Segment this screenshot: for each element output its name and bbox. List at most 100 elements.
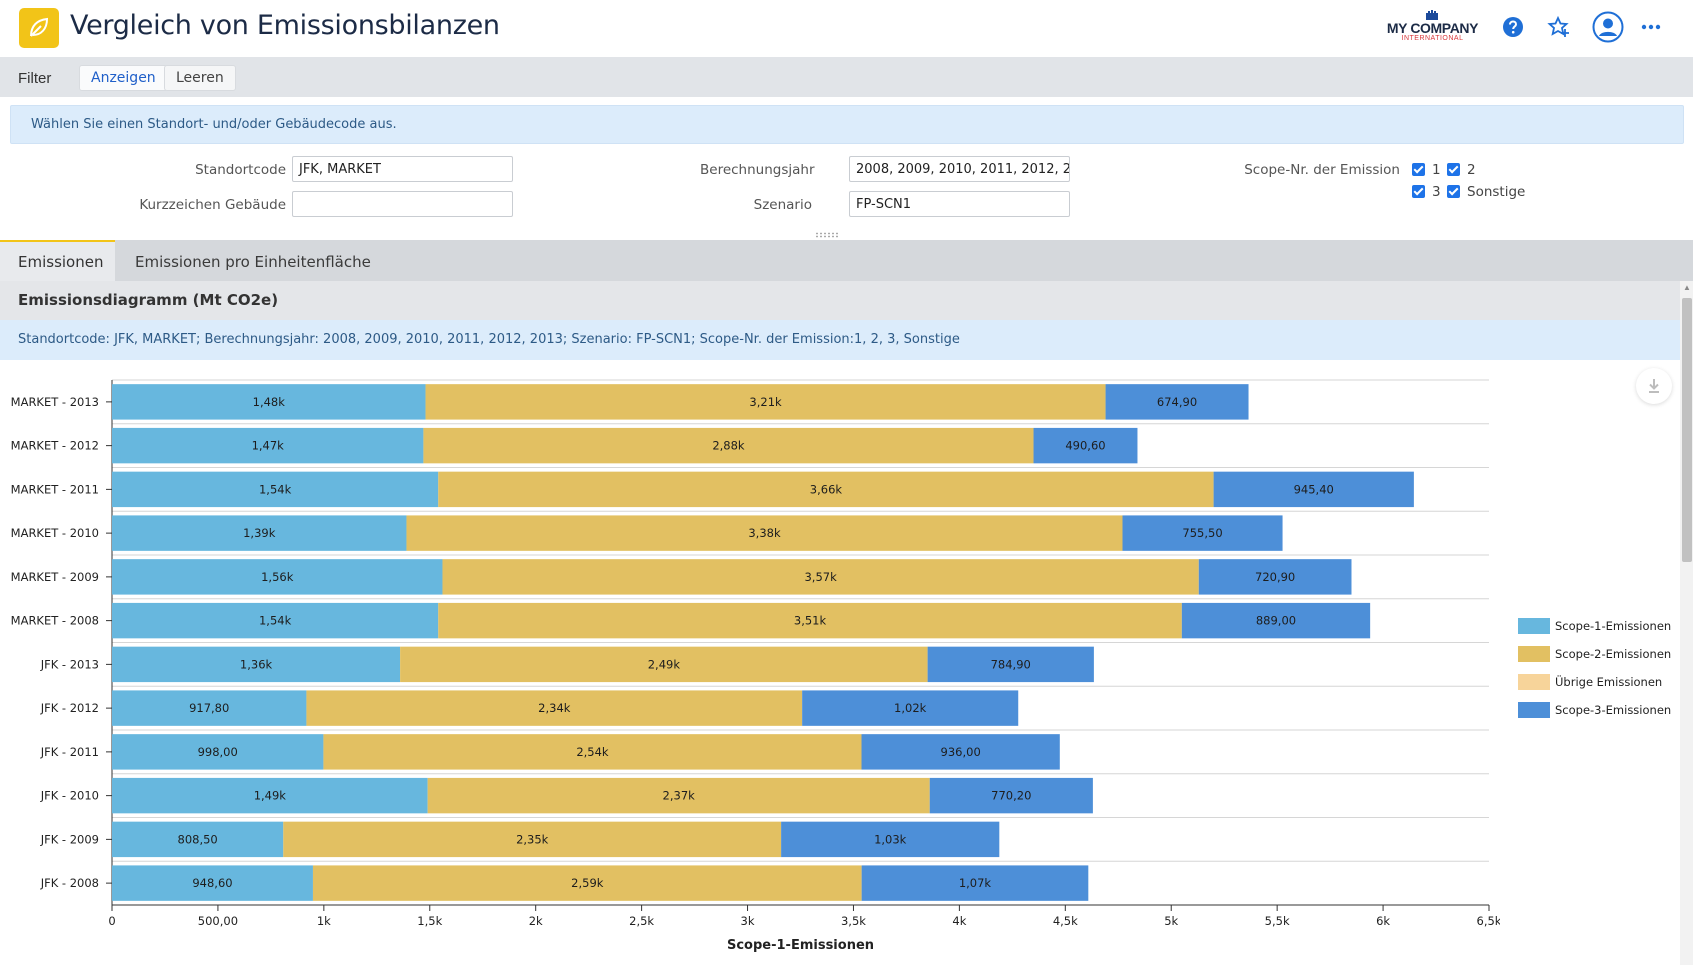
- bar-segment: [112, 777, 428, 814]
- legend-item-scope1[interactable]: Scope-1-Emissionen: [1518, 612, 1671, 640]
- chart-legend: Scope-1-Emissionen Scope-2-Emissionen Üb…: [1518, 612, 1671, 724]
- show-button[interactable]: Anzeigen: [79, 65, 168, 91]
- scope-3-label: 3: [1432, 184, 1441, 200]
- y-tick-label: JFK - 2008: [40, 876, 99, 890]
- app-header: Vergleich von Emissionsbilanzen MY COMPA…: [0, 0, 1693, 56]
- scope-label: Scope-Nr. der Emission: [1244, 162, 1400, 178]
- more-options-icon[interactable]: [1636, 12, 1666, 42]
- filter-summary: Standortcode: JFK, MARKET; Berechnungsja…: [0, 320, 1680, 360]
- bar-segment: [438, 471, 1214, 508]
- legend-label-scope2: Scope-2-Emissionen: [1555, 647, 1672, 661]
- bar-data-label: 755,50: [1182, 526, 1222, 540]
- leaf-logo-icon: [19, 8, 59, 48]
- y-tick-label: MARKET - 2012: [11, 439, 99, 453]
- company-sub: INTERNATIONAL: [1401, 35, 1464, 42]
- user-avatar-icon[interactable]: [1591, 10, 1625, 44]
- building-code-input[interactable]: [292, 191, 513, 217]
- bar-data-label: 3,21k: [749, 395, 782, 409]
- x-tick-label: 2,5k: [629, 914, 654, 928]
- x-tick-label: 4,5k: [1053, 914, 1078, 928]
- bar-segment: [112, 559, 443, 595]
- legend-item-other[interactable]: Übrige Emissionen: [1518, 668, 1671, 696]
- bar-segment: [112, 646, 401, 683]
- bar-data-label: 3,51k: [794, 614, 827, 628]
- scope-1-label: 1: [1432, 162, 1441, 178]
- bar-segment: [1213, 471, 1414, 508]
- tab-emissions-per-area[interactable]: Emissionen pro Einheitenfläche: [135, 253, 371, 271]
- bar-data-label: 1,47k: [252, 439, 285, 453]
- bar-data-label: 1,03k: [874, 832, 907, 846]
- bar-data-label: 1,39k: [243, 526, 276, 540]
- filter-notice: Wählen Sie einen Standort- und/oder Gebä…: [10, 105, 1684, 144]
- legend-swatch-other: [1518, 674, 1550, 690]
- legend-item-scope2[interactable]: Scope-2-Emissionen: [1518, 640, 1671, 668]
- emissions-chart: 0 500,00 1k 1,5k 2k 2,5k 3k 3,5k 4k 4,5k 5k 5,5k 6k 6…: [11, 379, 1500, 953]
- y-tick-label: JFK - 2009: [40, 832, 99, 846]
- legend-item-scope3[interactable]: Scope-3-Emissionen: [1518, 696, 1671, 724]
- x-tick-label: 6,5k: [1477, 914, 1500, 928]
- bar-data-label: 1,02k: [894, 701, 927, 715]
- bar-segment: [312, 865, 862, 901]
- help-icon[interactable]: [1498, 12, 1528, 42]
- x-tick-label: 5k: [1164, 914, 1178, 928]
- bar-segment: [1033, 427, 1138, 464]
- bar-data-label: 2,49k: [648, 657, 681, 671]
- bar-data-label: 2,37k: [663, 789, 696, 803]
- scenario-input[interactable]: FP-SCN1: [849, 191, 1070, 217]
- bar-data-label: 2,59k: [571, 876, 604, 890]
- bar-data-label: 674,90: [1157, 395, 1197, 409]
- bar-data-label: 490,60: [1065, 439, 1105, 453]
- bar-segment: [1105, 384, 1249, 420]
- download-icon: [1649, 379, 1659, 393]
- resize-grip[interactable]: [815, 232, 839, 238]
- bar-segment: [438, 602, 1182, 639]
- x-axis-title: Scope-1-Emissionen: [727, 938, 874, 953]
- x-tick-label: 2k: [529, 914, 543, 928]
- bar-segment: [323, 734, 862, 770]
- scope-2-checkbox[interactable]: [1447, 163, 1460, 176]
- company-logo: MY COMPANY INTERNATIONAL: [1385, 10, 1480, 44]
- bar-data-label: 1,56k: [261, 570, 294, 584]
- scope-other-checkbox[interactable]: [1447, 185, 1460, 198]
- bar-data-label: 3,57k: [804, 570, 837, 584]
- bar-data-label: 1,54k: [259, 482, 292, 496]
- download-button[interactable]: [1636, 368, 1672, 404]
- bar-data-label: 2,34k: [538, 701, 571, 715]
- scope-3-checkbox[interactable]: [1412, 185, 1425, 198]
- filter-label: Filter: [18, 70, 52, 87]
- tab-emissions[interactable]: Emissionen: [0, 240, 115, 281]
- bar-segment: [406, 515, 1123, 551]
- y-tick-label: JFK - 2010: [40, 789, 99, 803]
- bar-data-label: 808,50: [178, 832, 218, 846]
- legend-swatch-scope1: [1518, 618, 1550, 634]
- bar-segment: [1122, 515, 1283, 551]
- bar-segment: [861, 734, 1060, 770]
- calc-year-input[interactable]: 2008, 2009, 2010, 2011, 2012, 2013: [849, 156, 1070, 182]
- favorite-add-icon[interactable]: [1544, 12, 1574, 42]
- bar-data-label: 3,66k: [810, 482, 843, 496]
- x-tick-label: 4k: [952, 914, 966, 928]
- bar-segment: [112, 821, 284, 858]
- bar-data-label: 998,00: [198, 745, 238, 759]
- x-tick-label: 500,00: [198, 914, 238, 928]
- scenario-label: Szenario: [753, 197, 812, 213]
- clear-button[interactable]: Leeren: [164, 65, 236, 91]
- x-tick-label: 3k: [741, 914, 755, 928]
- bar-data-label: 3,38k: [748, 526, 781, 540]
- scope-1-checkbox[interactable]: [1412, 163, 1425, 176]
- site-code-label: Standortcode: [195, 162, 286, 178]
- scrollbar-thumb[interactable]: [1682, 298, 1692, 562]
- bar-segment: [861, 865, 1089, 901]
- y-tick-label: JFK - 2012: [40, 701, 99, 715]
- scope-2-label: 2: [1467, 162, 1476, 178]
- bar-segment: [423, 427, 1034, 464]
- bar-segment: [112, 865, 313, 901]
- site-code-input[interactable]: JFK, MARKET: [292, 156, 513, 182]
- page-title: Vergleich von Emissionsbilanzen: [70, 10, 500, 41]
- bar-data-label: 1,48k: [253, 395, 286, 409]
- bar-segment: [929, 777, 1093, 814]
- bar-data-label: 1,54k: [259, 614, 292, 628]
- scroll-up-icon[interactable]: ▲: [1683, 283, 1691, 292]
- bar-segment: [427, 777, 930, 814]
